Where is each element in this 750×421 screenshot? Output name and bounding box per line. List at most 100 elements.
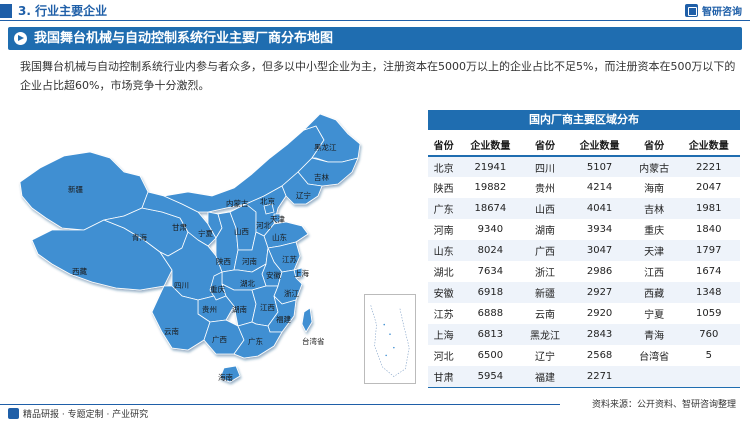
- label-gansu: 甘肃: [172, 222, 187, 232]
- header-province-1: 省份: [428, 134, 460, 157]
- cell-province: 湖北: [433, 268, 454, 279]
- footer-text: 精品研报 · 专题定制 · 产业研究: [23, 410, 149, 420]
- label-shandong: 山东: [272, 232, 287, 242]
- region-hainan: [219, 365, 241, 383]
- footer-logo-icon: [8, 408, 19, 419]
- cell-count: 1840: [696, 224, 722, 235]
- label-neimenggu: 内蒙古: [226, 198, 249, 208]
- table-row: 安徽 6918 新疆 2927 西藏 1348: [428, 282, 740, 303]
- cell-province: 云南: [534, 310, 555, 321]
- label-shanxi: 山西: [234, 226, 249, 236]
- cell-count: [677, 366, 740, 388]
- south-china-sea-inset: [364, 294, 416, 384]
- cell-count: 19882: [474, 182, 507, 193]
- cell-count: 760: [677, 324, 740, 345]
- cell-province: 台湾省: [639, 352, 670, 363]
- label-hainan: 海南: [218, 372, 233, 382]
- label-taiwan: 台湾省: [302, 336, 325, 346]
- table-row: 广东 18674 山西 4041 吉林 1981: [428, 198, 740, 219]
- source-note: 资料来源：公开资料、智研咨询整理: [591, 400, 736, 410]
- label-yunnan: 云南: [164, 326, 179, 336]
- cell-province: 广西: [521, 240, 569, 261]
- cell-province: 上海: [428, 324, 460, 345]
- table-row: 湖北 7634 浙江 2986 江西 1674: [428, 261, 740, 282]
- table-header-row: 省份 企业数量 省份 企业数量 省份 企业数量: [428, 134, 740, 157]
- cell-province: 新疆: [521, 282, 569, 303]
- table-row: 山东 8024 广西 3047 天津 1797: [428, 240, 740, 261]
- header-count-2: 企业数量: [568, 134, 631, 157]
- cell-count: 8024: [459, 240, 522, 261]
- region-taiwan: [301, 307, 313, 333]
- label-hunan: 湖南: [232, 304, 247, 314]
- label-jiangsu: 江苏: [282, 254, 297, 264]
- cell-count: 1348: [677, 282, 740, 303]
- cell-count: 21941: [459, 156, 522, 177]
- cell-count: 5: [705, 350, 712, 361]
- cell-count: 3934: [586, 224, 613, 235]
- label-heilongjiang: 黑龙江: [314, 142, 337, 152]
- cell-count: 6500: [477, 350, 504, 361]
- cell-province: 黑龙江: [521, 324, 569, 345]
- cell-province: 甘肃: [428, 366, 460, 388]
- label-liaoning: 辽宁: [296, 190, 311, 200]
- label-zhejiang: 浙江: [284, 288, 299, 298]
- cell-count: 4214: [586, 182, 613, 193]
- header-divider: [0, 20, 750, 21]
- cell-count: 2047: [696, 182, 722, 193]
- header-count-1: 企业数量: [459, 134, 522, 157]
- section-title: 3. 行业主要企业: [18, 4, 108, 18]
- cell-province: 河南: [433, 226, 454, 237]
- label-guangxi: 广西: [212, 334, 227, 344]
- china-map: 新疆 西藏 青海 甘肃 内蒙古 宁夏 陕西 山西 北京 天津 河北 山东 河南 …: [12, 100, 420, 390]
- label-guizhou: 贵州: [202, 304, 217, 314]
- cell-province: 山西: [521, 198, 569, 219]
- table-row: 甘肃 5954 福建 2271: [428, 366, 740, 388]
- cell-province: 贵州: [534, 184, 555, 195]
- cell-province: 辽宁: [534, 352, 555, 363]
- label-tianjin: 天津: [270, 215, 285, 224]
- china-map-svg: 新疆 西藏 青海 甘肃 内蒙古 宁夏 陕西 山西 北京 天津 河北 山东 河南 …: [19, 113, 361, 383]
- cell-province: 青海: [630, 324, 678, 345]
- cell-province: 江苏: [433, 310, 454, 321]
- cell-province: 西藏: [630, 282, 678, 303]
- cell-count: 4041: [568, 198, 631, 219]
- cell-province: 江西: [644, 268, 665, 279]
- cell-province: 吉林: [630, 198, 678, 219]
- header-province-3: 省份: [630, 134, 678, 157]
- cell-province: 重庆: [644, 226, 665, 237]
- header-count-3: 企业数量: [677, 134, 740, 157]
- cell-count: 5954: [459, 366, 522, 388]
- cell-count: 6918: [459, 282, 522, 303]
- label-fujian: 福建: [276, 314, 291, 324]
- cell-count: 2920: [586, 308, 613, 319]
- cell-province: 广东: [428, 198, 460, 219]
- cell-province: 湖南: [534, 226, 555, 237]
- cell-province: 陕西: [433, 184, 454, 195]
- label-shaanxi: 陕西: [216, 256, 231, 266]
- cell-province: 河北: [433, 352, 454, 363]
- intro-paragraph: 我国舞台机械与自动控制系统行业内参与者众多，但多以中小型企业为主，注册资本在50…: [20, 60, 736, 92]
- table-title: 国内厂商主要区域分布: [428, 110, 740, 130]
- cell-count: 2986: [586, 266, 613, 277]
- table-row: 上海 6813 黑龙江 2843 青海 760: [428, 324, 740, 345]
- cell-count: 1981: [677, 198, 740, 219]
- label-guangdong: 广东: [248, 336, 263, 346]
- brand: 智研咨询: [685, 3, 742, 18]
- cell-count: 1797: [677, 240, 740, 261]
- cell-count: 6813: [459, 324, 522, 345]
- top-bar: 3. 行业主要企业 智研咨询: [0, 0, 750, 22]
- table-row: 河北 6500 辽宁 2568 台湾省 5: [428, 345, 740, 366]
- cell-count: 2927: [568, 282, 631, 303]
- label-anhui: 安徽: [266, 270, 281, 280]
- cell-province: 四川: [521, 156, 569, 177]
- label-xinjiang: 新疆: [68, 184, 83, 194]
- cell-province: 海南: [644, 184, 665, 195]
- label-hubei: 湖北: [240, 279, 255, 288]
- cell-count: 18674: [459, 198, 522, 219]
- label-beijing: 北京: [260, 196, 275, 206]
- brand-name: 智研咨询: [702, 7, 742, 18]
- label-jilin: 吉林: [314, 172, 329, 182]
- table-row: 河南 9340 湖南 3934 重庆 1840: [428, 219, 740, 240]
- cell-province: 福建: [521, 366, 569, 388]
- label-henan: 河南: [242, 256, 257, 266]
